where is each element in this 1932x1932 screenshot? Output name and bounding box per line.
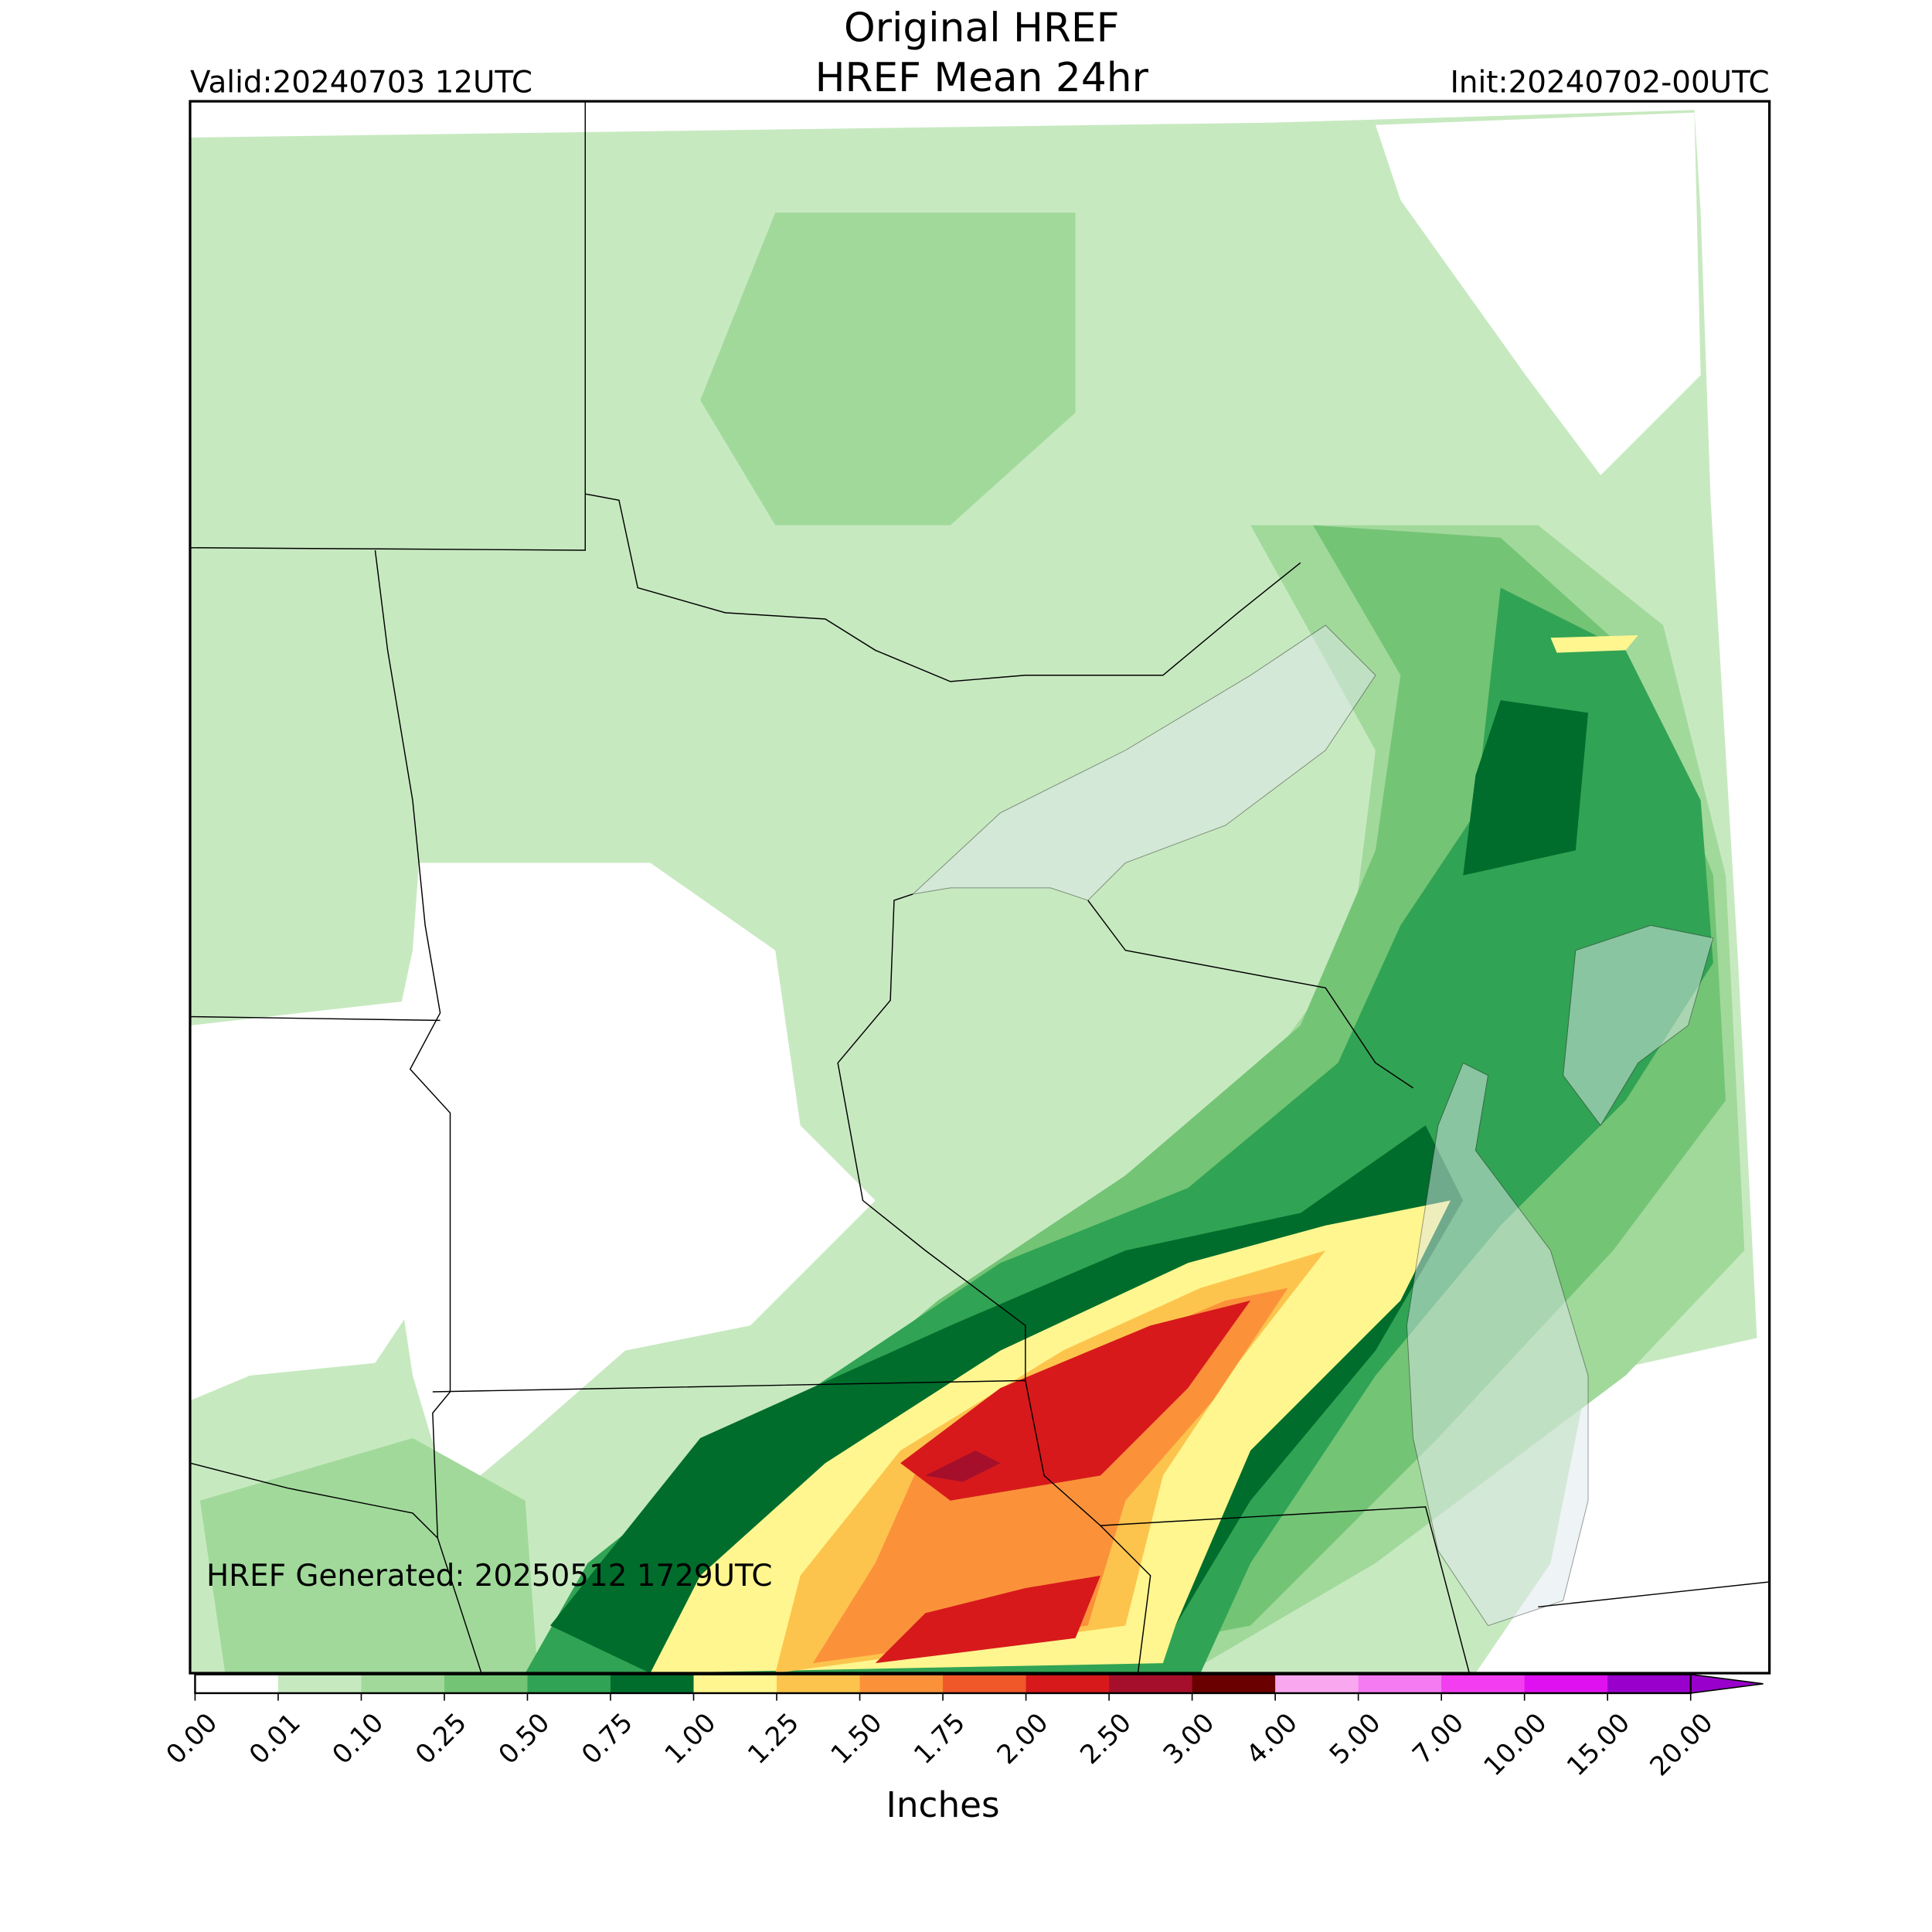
colorbar-tick-label: 1.50: [825, 1707, 889, 1770]
colorbar-tick-label: 1.25: [742, 1707, 805, 1770]
colorbar-tick-label: 7.00: [1406, 1707, 1470, 1770]
precip-none: [375, 862, 876, 1501]
border: [1538, 1581, 1770, 1608]
generated-note: HREF Generated: 20250512 1729UTC: [206, 1559, 773, 1594]
colorbar-swatch: [1358, 1674, 1442, 1693]
colorbar-swatch: [1026, 1674, 1110, 1693]
colorbar-extend: [1689, 1673, 1764, 1694]
colorbar-swatch: [361, 1674, 445, 1693]
lake-huron: [1563, 924, 1714, 1127]
colorbar-tick-label: 1.00: [659, 1707, 723, 1770]
colorbar-swatch: [859, 1674, 944, 1693]
border: [1087, 900, 1413, 1089]
colorbar-tick-label: 0.75: [576, 1707, 639, 1770]
colorbar-swatch: [1109, 1674, 1193, 1693]
colorbar-swatch: [195, 1674, 279, 1693]
precip-0.1: [199, 1437, 538, 1674]
map-frame: [189, 100, 1771, 1675]
colorbar-tick-label: 0.25: [410, 1707, 473, 1770]
colorbar-swatch: [277, 1674, 362, 1693]
colorbar-swatch: [777, 1674, 861, 1693]
title: Original HREF: [844, 5, 1119, 51]
colorbar-swatch: [1275, 1674, 1359, 1693]
subtitle: HREF Mean 24hr: [815, 55, 1149, 101]
border: [374, 549, 482, 1674]
colorbar-swatch: [1192, 1674, 1276, 1693]
precip-1.0: [1550, 635, 1638, 653]
colorbar-tick-label: 0.50: [493, 1707, 556, 1770]
precip-none: [189, 1000, 451, 1401]
border: [1100, 1506, 1470, 1674]
precip-2.0: [900, 1300, 1251, 1501]
colorbar-tick-label: 5.00: [1324, 1707, 1387, 1770]
colorbar-tick-label: 10.00: [1478, 1707, 1553, 1782]
precip-none: [1375, 112, 1701, 475]
colorbar-swatch: [1441, 1674, 1526, 1693]
precip-0.75: [1463, 700, 1589, 876]
init-time: Init:20240702-00UTC: [1450, 66, 1769, 100]
colorbar-swatch: [943, 1674, 1027, 1693]
colorbar-swatch: [527, 1674, 611, 1693]
border: [189, 101, 587, 551]
precip-2.5: [925, 1451, 1001, 1482]
valid-time: Valid:20240703 12UTC: [190, 66, 532, 100]
colorbar-swatch: [693, 1674, 777, 1693]
border: [837, 893, 1026, 1381]
colorbar-swatch: [611, 1674, 695, 1693]
colorbar-swatch: [1607, 1674, 1692, 1693]
border: [585, 493, 1301, 682]
colorbar-tick-label: 20.00: [1644, 1707, 1719, 1782]
colorbar: 0.00 0.01 0.10 0.25 0.50 0.75 1.00 1.25 1.50 1.75…: [161, 1673, 1764, 1782]
colorbar-tick-label: 0.10: [327, 1707, 390, 1770]
precip-2.0: [875, 1575, 1100, 1664]
colorbar-tick-label: 1.75: [908, 1707, 971, 1770]
colorbar-tick-label: 0.00: [161, 1707, 224, 1770]
colorbar-label: Inches: [886, 1784, 999, 1825]
colorbar-swatch: [1524, 1674, 1608, 1693]
colorbar-tick-label: 2.00: [992, 1707, 1055, 1770]
border: [189, 1015, 440, 1022]
colorbar-tick-label: 15.00: [1561, 1707, 1636, 1782]
lake-superior: [911, 624, 1376, 901]
lake-michigan: [1406, 1062, 1589, 1627]
border: [189, 1462, 438, 1539]
precip-0.1: [700, 213, 1076, 526]
colorbar-tick-label: 4.00: [1240, 1707, 1304, 1770]
map: HREF Generated: 20250512 1729UTC: [189, 100, 1771, 1675]
colorbar-tick-label: 2.50: [1074, 1707, 1138, 1770]
border: [432, 1379, 1151, 1674]
colorbar-tick-label: 3.00: [1158, 1707, 1221, 1770]
colorbar-swatch: [444, 1674, 528, 1693]
colorbar-tick-label: 0.01: [243, 1707, 307, 1770]
